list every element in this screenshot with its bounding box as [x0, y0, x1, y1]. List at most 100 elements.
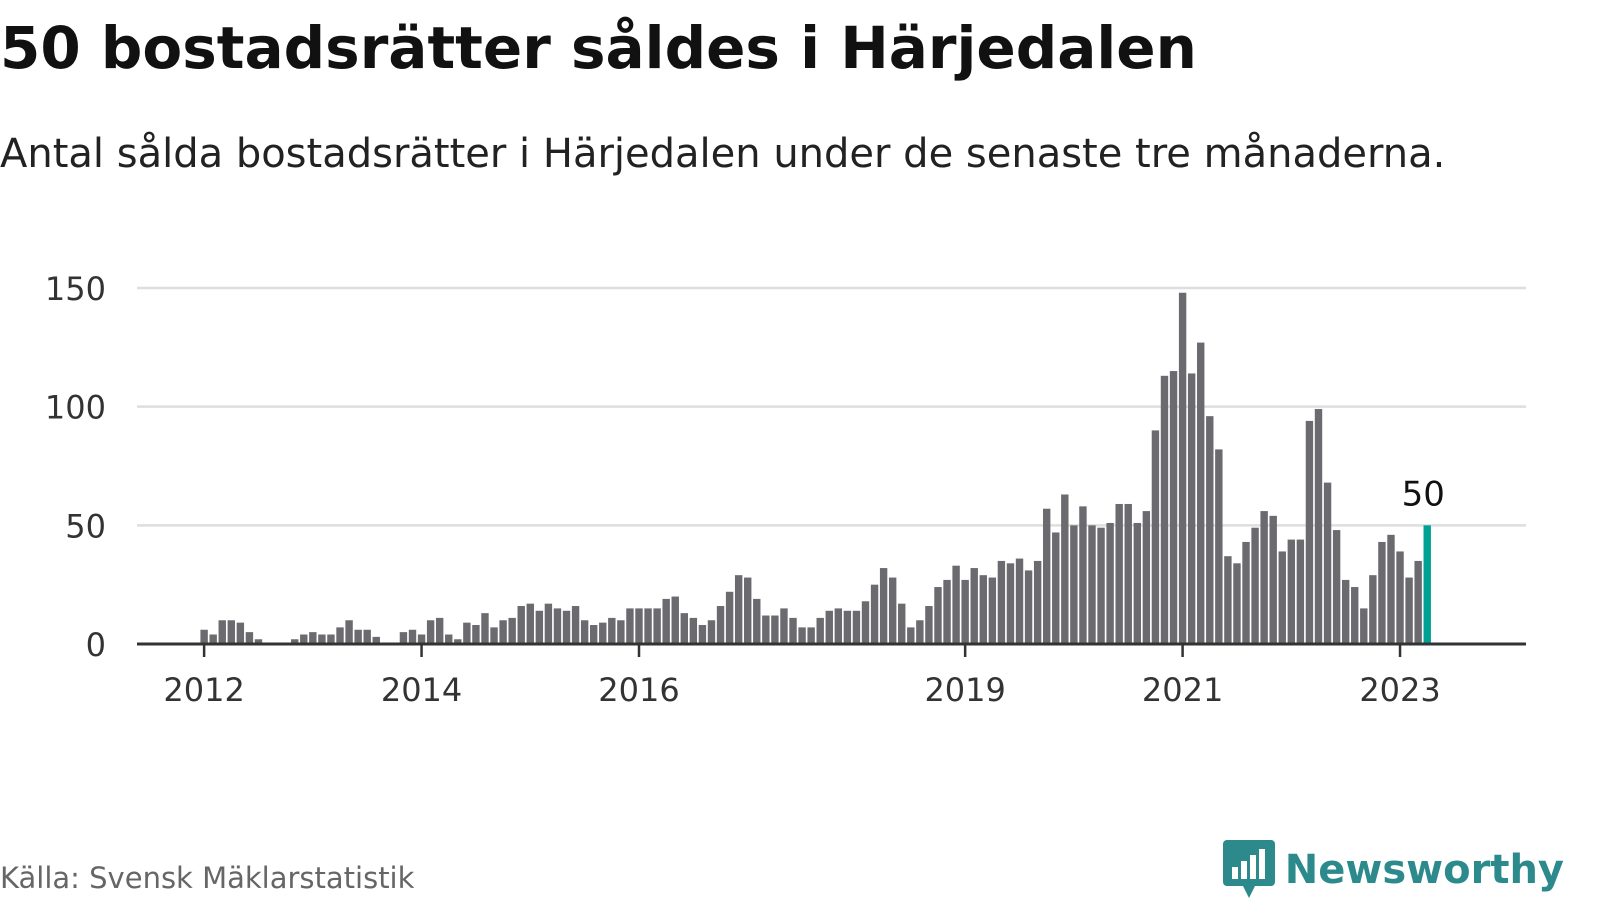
bar [898, 603, 906, 644]
bar [463, 622, 471, 644]
y-tick-label: 50 [65, 507, 106, 545]
x-tick-label: 2019 [924, 671, 1005, 709]
bar [426, 620, 435, 644]
bar [300, 634, 308, 644]
bar [508, 617, 516, 644]
bar [1296, 539, 1305, 644]
y-tick-label: 150 [45, 270, 106, 308]
bar [852, 610, 861, 644]
bar [408, 629, 417, 644]
bar [979, 575, 987, 644]
bar [644, 608, 652, 644]
bar [626, 608, 634, 644]
x-axis [137, 642, 1526, 657]
bar [318, 634, 326, 644]
bar [671, 596, 679, 644]
bar [608, 617, 616, 644]
bar [435, 617, 444, 644]
bar [1151, 430, 1160, 644]
newsworthy-logo-icon [1222, 840, 1275, 898]
bar [1160, 375, 1169, 644]
bar [916, 620, 924, 644]
bar [762, 615, 770, 644]
bar [535, 610, 544, 644]
bar [1287, 539, 1296, 644]
bar [816, 617, 824, 644]
bar [744, 577, 752, 644]
bar [1124, 503, 1132, 644]
bar-highlight [1423, 525, 1431, 644]
bar [354, 629, 362, 644]
bar [590, 625, 598, 644]
bar [1187, 373, 1196, 644]
bar [218, 620, 226, 644]
bar [526, 603, 534, 644]
bar [1242, 541, 1250, 644]
bar [780, 608, 788, 644]
bar [843, 610, 852, 644]
bar [734, 575, 743, 644]
bar-chart: 0 50 100 150 2012 2014 2016 2019 2021 2023 50 [45, 270, 1526, 709]
bar [1414, 560, 1422, 644]
bar [481, 613, 489, 644]
bar [1369, 575, 1377, 644]
bar [327, 634, 335, 644]
bar [417, 634, 426, 644]
data-labels: 50 [1402, 474, 1445, 514]
bar [1341, 579, 1350, 644]
bar [1006, 563, 1015, 644]
bar [445, 634, 453, 644]
bar [454, 639, 462, 644]
bar [200, 629, 208, 644]
bar [1169, 371, 1178, 644]
bar [544, 603, 553, 644]
bar [961, 579, 969, 644]
gridlines [137, 286, 1526, 527]
bar [553, 608, 562, 644]
bar [1206, 416, 1214, 644]
bar [1115, 503, 1123, 644]
bar [1269, 515, 1277, 644]
bar [336, 627, 344, 644]
bar [1332, 530, 1341, 644]
bar [680, 613, 688, 644]
chart-subtitle: Antal sålda bostadsrätter i Härjedalen u… [0, 131, 1446, 177]
bar [254, 639, 263, 644]
bar [1378, 541, 1386, 644]
bar [988, 577, 997, 644]
bar [1178, 292, 1187, 644]
source-note: Källa: Svensk Mäklarstatistik [0, 861, 415, 895]
x-tick-label: 2023 [1359, 671, 1440, 709]
bar [599, 622, 607, 644]
bar [1314, 409, 1323, 644]
bar [571, 606, 580, 644]
bar [1405, 577, 1413, 644]
y-axis-tick-labels: 0 50 100 150 [45, 270, 106, 664]
bar [1224, 556, 1232, 644]
bar [1070, 525, 1078, 644]
y-tick-label: 100 [45, 389, 106, 427]
bar [209, 634, 217, 644]
x-tick-label: 2016 [598, 671, 679, 709]
bar [227, 620, 235, 644]
x-tick-label: 2012 [163, 671, 244, 709]
bar [653, 608, 661, 644]
bar [1360, 608, 1368, 644]
bar [399, 632, 408, 644]
bar [580, 620, 589, 644]
x-axis-tick-labels: 2012 2014 2016 2019 2021 2023 [163, 671, 1440, 709]
bar [1396, 551, 1404, 644]
bar [1260, 511, 1268, 644]
bar [309, 632, 317, 644]
bar [1043, 508, 1051, 644]
bar [861, 601, 870, 644]
bar [1278, 551, 1286, 644]
brand-name: Newsworthy [1284, 847, 1564, 893]
bar [1305, 420, 1314, 644]
chart-title: 50 bostadsrätter såldes i Härjedalen [0, 14, 1197, 82]
bar [997, 560, 1006, 644]
bar [1351, 587, 1359, 644]
bar [1024, 570, 1033, 644]
bar [372, 636, 380, 644]
x-tick-label: 2014 [381, 671, 462, 709]
